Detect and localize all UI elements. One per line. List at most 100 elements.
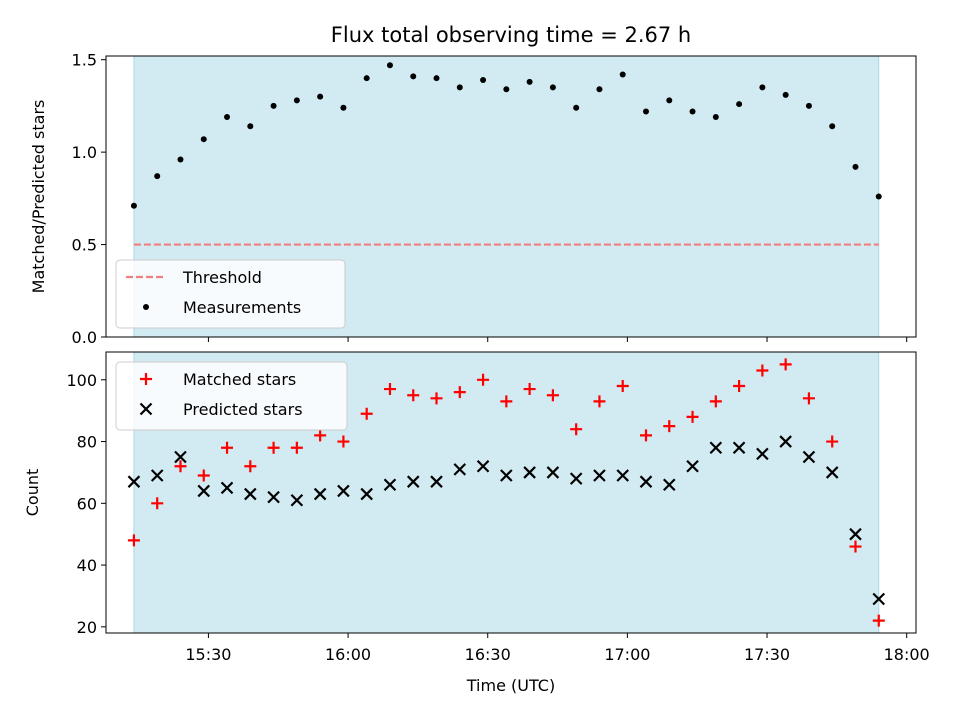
predicted-stars-point (756, 447, 769, 461)
measurement-point (549, 84, 556, 91)
measurement-point (177, 156, 184, 163)
legend-matched-swatch (140, 373, 152, 385)
predicted-stars-point (779, 435, 792, 448)
measurement-point (200, 136, 207, 143)
measurement-point (247, 123, 254, 130)
predicted-stars-point (127, 475, 141, 488)
measurement-point (712, 114, 719, 121)
legend-measurement-swatch (143, 304, 149, 310)
y-tick-label: 0.5 (72, 236, 97, 255)
predicted-stars-point (732, 441, 746, 455)
matched-stars-point (849, 540, 862, 553)
predicted-stars-point (383, 478, 397, 492)
matched-stars-point (686, 410, 699, 423)
measurement-point (666, 97, 673, 104)
measurement-point (410, 73, 417, 80)
x-tick-label: 18:00 (884, 645, 930, 664)
legend-box (115, 259, 346, 329)
y-tick-label: 1.5 (72, 51, 97, 70)
measurement-point (736, 101, 743, 108)
matched-stars-point (174, 460, 187, 473)
matched-stars-point (709, 395, 722, 408)
measurement-point (386, 62, 393, 69)
matched-stars-point (756, 364, 769, 377)
predicted-stars-point (476, 459, 490, 473)
matched-stars-point (500, 395, 513, 408)
matched-stars-point (733, 379, 746, 392)
legend-label: Predicted stars (183, 400, 303, 419)
predicted-stars-point (174, 450, 187, 464)
measurement-point (456, 84, 463, 91)
matched-stars-point (151, 497, 164, 510)
predicted-stars-point (267, 490, 280, 504)
measurement-point (619, 71, 626, 78)
matched-stars-point (407, 389, 420, 402)
measurement-point (293, 97, 300, 104)
predicted-stars-point (360, 487, 373, 501)
x-tick-label: 16:30 (465, 645, 511, 664)
predicted-stars-point (569, 472, 583, 485)
matched-stars-point (640, 429, 652, 442)
matched-stars-point (127, 534, 140, 547)
predicted-stars-point (825, 466, 839, 479)
measurement-point (596, 86, 603, 93)
chart-title: Flux total observing time = 2.67 h (331, 23, 691, 47)
measurement-point (526, 78, 533, 85)
y-tick-label: 100 (66, 371, 97, 390)
predicted-stars-point (244, 487, 257, 501)
measurement-point (503, 86, 510, 93)
matched-stars-point (453, 386, 466, 399)
x-tick-label: 16:00 (325, 645, 371, 664)
predicted-stars-point (406, 475, 420, 488)
x-tick-label: 15:30 (185, 645, 231, 664)
predicted-stars-point (546, 466, 560, 479)
predicted-stars-point (337, 484, 350, 498)
predicted-stars-point (709, 441, 723, 455)
legend-predicted-swatch (139, 402, 153, 416)
measurement-point (154, 173, 161, 180)
legend-label: Threshold (182, 268, 262, 287)
predicted-stars-point (849, 527, 862, 541)
matched-stars-point (570, 423, 583, 436)
predicted-stars-point (430, 475, 443, 488)
measurement-point (643, 108, 649, 115)
matched-stars-point (221, 441, 234, 454)
count-panel: 20 40 60 80 100 15:30 16:00 16:30 17:00 17:30 18:0… (23, 351, 930, 664)
predicted-stars-point (593, 469, 606, 482)
legend-label: Measurements (183, 298, 301, 317)
y-axis-label: Count (23, 469, 42, 517)
y-axis-label: Matched/Predicted stars (29, 100, 48, 294)
y-tick-label: 80 (77, 433, 97, 452)
predicted-stars-point (802, 450, 816, 464)
y-tick-label: 60 (77, 494, 97, 513)
axes-frame (105, 351, 917, 634)
matched-stars-point (197, 469, 210, 482)
y-tick-label: 40 (77, 556, 97, 575)
measurement-point (340, 104, 347, 111)
legend: Matched stars Predicted stars (115, 361, 348, 431)
predicted-stars-point (453, 463, 467, 476)
matched-stars-point (337, 435, 350, 448)
predicted-stars-point (686, 459, 699, 473)
matched-stars-point (546, 389, 559, 402)
measurement-point (480, 77, 487, 84)
matched-stars-point (360, 407, 373, 420)
measurement-point (270, 102, 277, 109)
measurement-point (573, 104, 580, 111)
measurement-point (759, 84, 766, 91)
matched-stars-point (290, 441, 303, 454)
ratio-panel: 0.0 0.5 1.0 1.5 Matched/Predicted stars Thres… (29, 51, 917, 347)
predicted-stars-point (197, 484, 211, 498)
matched-stars-point (616, 379, 629, 392)
predicted-stars-point (290, 493, 304, 507)
measurement-point (852, 163, 859, 170)
measurement-point (829, 123, 836, 130)
predicted-stars-point (500, 469, 513, 482)
y-tick-label: 1.0 (72, 143, 97, 162)
predicted-stars-point (220, 481, 234, 495)
y-tick-label: 0.0 (72, 328, 97, 347)
matched-stars-point (779, 358, 792, 371)
measurement-point (875, 193, 882, 200)
matched-stars-point (872, 614, 885, 627)
